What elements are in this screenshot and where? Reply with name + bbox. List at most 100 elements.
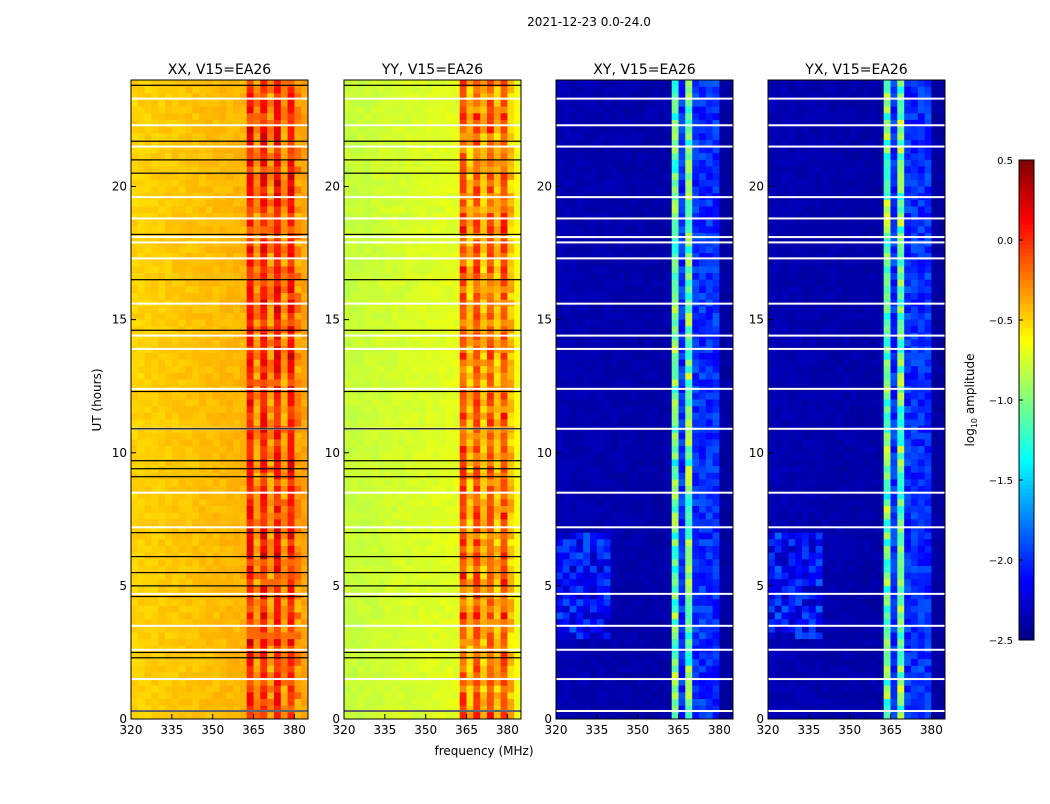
heatmap-cell bbox=[260, 566, 267, 573]
heatmap-cell bbox=[507, 220, 514, 227]
heatmap-cell bbox=[260, 439, 267, 446]
heatmap-cell bbox=[247, 433, 254, 440]
heatmap-cell bbox=[172, 280, 179, 287]
heatmap-cell bbox=[192, 127, 199, 134]
heatmap-cell bbox=[192, 699, 199, 706]
heatmap-cell bbox=[405, 433, 412, 440]
heatmap-cell bbox=[514, 360, 521, 367]
heatmap-cell bbox=[158, 466, 165, 473]
heatmap-cell bbox=[131, 373, 138, 380]
heatmap-cell bbox=[419, 340, 426, 347]
heatmap-cell bbox=[220, 652, 227, 659]
heatmap-cell bbox=[145, 613, 152, 620]
heatmap-cell bbox=[344, 373, 351, 380]
heatmap-cell bbox=[186, 393, 193, 400]
heatmap-cell bbox=[439, 439, 446, 446]
heatmap-cell bbox=[254, 393, 261, 400]
heatmap-cell bbox=[507, 439, 514, 446]
heatmap-cell bbox=[151, 360, 158, 367]
heatmap-cell bbox=[364, 606, 371, 613]
heatmap-cell bbox=[433, 573, 440, 580]
heatmap-cell bbox=[226, 506, 233, 513]
heatmap-cell bbox=[267, 533, 274, 540]
heatmap-cell bbox=[294, 539, 301, 546]
heatmap-cell bbox=[179, 493, 186, 500]
heatmap-cell bbox=[507, 380, 514, 387]
heatmap-cell bbox=[399, 466, 406, 473]
heatmap-cell bbox=[358, 380, 365, 387]
heatmap-cell bbox=[344, 113, 351, 120]
heatmap-cell bbox=[233, 400, 240, 407]
heatmap-cell bbox=[480, 559, 487, 566]
heatmap-cell bbox=[240, 639, 247, 646]
heatmap-cell bbox=[192, 712, 199, 719]
heatmap-cell bbox=[151, 280, 158, 287]
heatmap-cell bbox=[514, 566, 521, 573]
heatmap-cell bbox=[344, 493, 351, 500]
heatmap-cell bbox=[501, 180, 508, 187]
heatmap-cell bbox=[247, 107, 254, 114]
heatmap-cell bbox=[199, 493, 206, 500]
heatmap-cell bbox=[467, 639, 474, 646]
heatmap-cell bbox=[433, 566, 440, 573]
heatmap-cell bbox=[233, 433, 240, 440]
heatmap-cell bbox=[138, 599, 145, 606]
heatmap-cell bbox=[179, 420, 186, 427]
heatmap-cell bbox=[385, 519, 392, 526]
heatmap-cell bbox=[344, 579, 351, 586]
heatmap-cell bbox=[426, 273, 433, 280]
heatmap-cell bbox=[351, 200, 358, 207]
heatmap-cell bbox=[151, 306, 158, 313]
heatmap-cell bbox=[460, 692, 467, 699]
heatmap-cell bbox=[399, 400, 406, 407]
heatmap-cell bbox=[433, 200, 440, 207]
heatmap-cell bbox=[446, 413, 453, 420]
heatmap-cell bbox=[260, 113, 267, 120]
heatmap-cell bbox=[199, 712, 206, 719]
heatmap-cell bbox=[281, 167, 288, 174]
heatmap-cell bbox=[446, 599, 453, 606]
heatmap-cell bbox=[405, 246, 412, 253]
heatmap-cell bbox=[453, 133, 460, 140]
heatmap-cell bbox=[467, 153, 474, 160]
heatmap-cell bbox=[433, 226, 440, 233]
heatmap-cell bbox=[179, 220, 186, 227]
heatmap-cell bbox=[460, 353, 467, 360]
heatmap-cell bbox=[254, 699, 261, 706]
heatmap-cell bbox=[392, 539, 399, 546]
heatmap-cell bbox=[254, 380, 261, 387]
heatmap-cell bbox=[220, 433, 227, 440]
heatmap-cell bbox=[192, 606, 199, 613]
heatmap-cell bbox=[412, 639, 419, 646]
heatmap-cell bbox=[426, 639, 433, 646]
heatmap-cell bbox=[453, 573, 460, 580]
heatmap-cell bbox=[494, 393, 501, 400]
heatmap-cell bbox=[145, 340, 152, 347]
heatmap-cell bbox=[213, 466, 220, 473]
heatmap-cell bbox=[344, 226, 351, 233]
heatmap-cell bbox=[281, 180, 288, 187]
heatmap-cell bbox=[240, 626, 247, 633]
heatmap-cell bbox=[453, 626, 460, 633]
heatmap-cell bbox=[267, 340, 274, 347]
heatmap-cell bbox=[507, 280, 514, 287]
heatmap-cell bbox=[206, 280, 213, 287]
heatmap-cell bbox=[399, 246, 406, 253]
heatmap-cell bbox=[453, 80, 460, 87]
heatmap-cell bbox=[220, 559, 227, 566]
heatmap-cell bbox=[405, 539, 412, 546]
heatmap-cell bbox=[405, 599, 412, 606]
heatmap-cell bbox=[254, 80, 261, 87]
heatmap-cell bbox=[213, 380, 220, 387]
heatmap-cell bbox=[439, 373, 446, 380]
heatmap-cell bbox=[344, 160, 351, 167]
heatmap-cell bbox=[439, 573, 446, 580]
heatmap-cell bbox=[179, 373, 186, 380]
heatmap-cell bbox=[439, 167, 446, 174]
heatmap-cell bbox=[351, 380, 358, 387]
heatmap-cell bbox=[220, 100, 227, 107]
heatmap-cell bbox=[487, 226, 494, 233]
heatmap-cell bbox=[179, 87, 186, 94]
heatmap-cell bbox=[240, 87, 247, 94]
heatmap-cell bbox=[364, 113, 371, 120]
